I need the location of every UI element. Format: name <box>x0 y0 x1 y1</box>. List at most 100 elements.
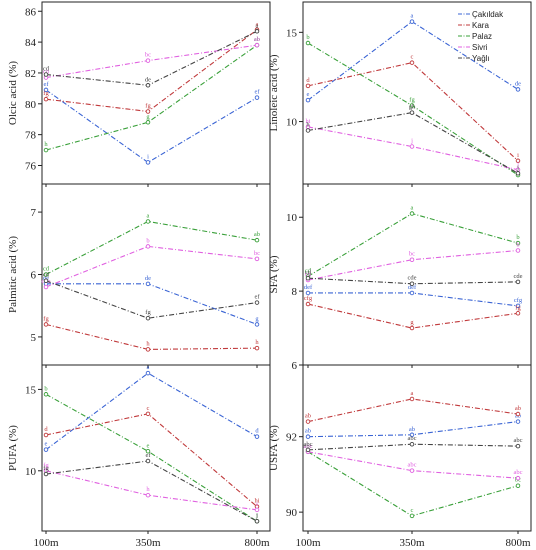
y-tick-label: 15 <box>25 384 37 396</box>
significance-letter: ef <box>254 294 260 301</box>
data-point <box>145 492 151 498</box>
data-point <box>254 256 260 262</box>
data-point <box>43 392 49 397</box>
significance-letter: ab <box>254 231 260 238</box>
legend: Çakıldak Kara Palaz Sivri Yağlı <box>458 10 504 63</box>
data-point <box>254 237 260 243</box>
significance-letter: j <box>516 161 519 168</box>
y-axis-label: Olcic acid (%) <box>7 61 19 125</box>
data-point <box>145 370 151 376</box>
data-point <box>409 103 415 108</box>
y-tick-label: 10 <box>286 212 298 224</box>
data-point <box>43 272 49 277</box>
y-tick-label: 10 <box>286 117 298 129</box>
x-tick-label: 350m <box>135 537 161 549</box>
series-line <box>307 62 519 162</box>
significance-letter: h <box>146 486 150 493</box>
series-line <box>45 393 258 522</box>
data-point <box>409 144 415 149</box>
y-tick-label: 10 <box>25 466 37 478</box>
significance-letter: j <box>516 164 519 171</box>
data-point <box>409 211 415 216</box>
data-point <box>305 275 311 281</box>
series-line <box>45 30 258 86</box>
significance-letter: g <box>255 315 259 322</box>
series-line <box>45 89 258 164</box>
legend-label: Sivri <box>472 43 488 52</box>
data-point <box>515 475 521 481</box>
data-point <box>254 434 260 439</box>
significance-letter: i <box>147 153 149 160</box>
data-point <box>515 443 521 449</box>
significance-letter: fg <box>515 304 521 311</box>
data-point <box>409 19 415 24</box>
significance-letter: abc <box>303 443 312 450</box>
significance-letter: cfg <box>304 295 313 302</box>
significance-letter: abc <box>407 435 416 442</box>
significance-letter: def <box>408 284 417 291</box>
data-point <box>305 40 311 46</box>
significance-letter: a <box>411 205 414 212</box>
significance-letter: b <box>516 234 519 241</box>
data-point <box>305 419 311 424</box>
significance-letter: abc <box>513 437 522 444</box>
data-point <box>43 471 49 477</box>
significance-letter: b <box>306 34 309 41</box>
significance-letter: d <box>306 77 310 84</box>
data-point <box>145 58 151 63</box>
y-axis-label: Linoleic acid (%) <box>268 54 280 131</box>
y-tick-label: 84 <box>25 37 37 49</box>
significance-letter: ef <box>254 89 260 96</box>
y-tick-label: 8 <box>292 286 298 298</box>
x-tick-label: 350m <box>399 537 425 549</box>
significance-letter: hi <box>305 118 310 125</box>
significance-letter: cd <box>43 266 50 273</box>
y-tick-label: 15 <box>286 27 298 39</box>
data-point <box>43 96 49 102</box>
significance-letter: cd <box>43 272 50 279</box>
series-line <box>45 220 258 275</box>
significance-letter: g <box>146 113 150 120</box>
significance-letter: bc <box>409 251 415 258</box>
significance-letter: i <box>256 501 258 508</box>
data-point <box>305 434 311 439</box>
data-point <box>254 29 260 34</box>
x-tick-label: 100m <box>33 537 59 549</box>
data-point <box>515 411 521 417</box>
significance-letter: j <box>255 512 258 519</box>
data-point <box>43 72 49 77</box>
significance-letter: fg <box>145 309 151 316</box>
significance-letter: hi <box>254 498 259 505</box>
significance-letter: h <box>255 339 259 346</box>
series-line <box>45 280 258 319</box>
significance-letter: h <box>306 121 310 128</box>
significance-letter: h <box>44 141 48 148</box>
significance-letter: abc <box>303 443 312 450</box>
data-point <box>515 171 521 176</box>
series-line <box>307 398 519 423</box>
data-point <box>254 507 260 513</box>
y-tick-label: 6 <box>31 270 37 282</box>
significance-letter: ab <box>409 426 415 433</box>
data-point <box>409 110 415 115</box>
significance-letter: fg <box>43 315 49 322</box>
data-point <box>515 279 521 285</box>
significance-letter: abc <box>513 469 522 476</box>
data-point <box>515 240 521 246</box>
significance-letter: ef <box>145 452 151 459</box>
data-point <box>145 244 151 249</box>
chart-panel: 76 78 80 82 84 86 Olcic acid (%) ef i ef fg fg a h g ab… <box>7 1 271 187</box>
significance-letter: cde <box>513 273 522 280</box>
data-point <box>145 109 151 114</box>
significance-letter: bc <box>145 52 151 59</box>
data-point <box>305 83 311 89</box>
data-point <box>515 311 521 316</box>
significance-letter: e <box>45 441 48 448</box>
x-tick-label: 800m <box>244 537 270 549</box>
series-line <box>45 245 258 288</box>
significance-letter: ab <box>254 36 260 43</box>
significance-letter: cd <box>305 271 312 278</box>
significance-letter: cd <box>305 267 312 274</box>
